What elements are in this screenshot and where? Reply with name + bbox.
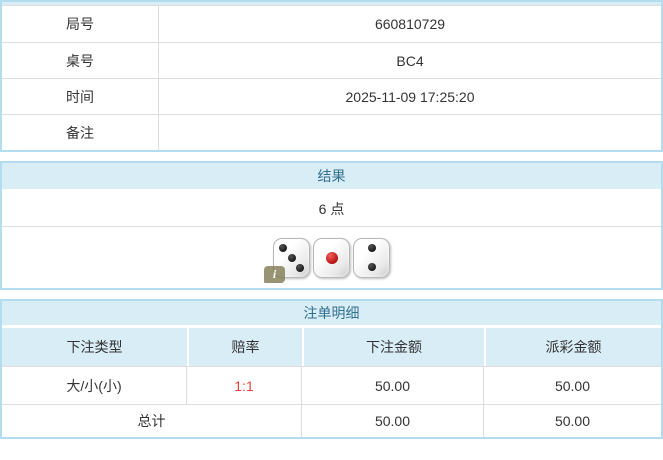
col-header-bet-type: 下注类型: [2, 328, 187, 366]
total-row: 总计 50.00 50.00: [2, 404, 661, 437]
remark-label: 备注: [2, 115, 159, 150]
col-header-odds: 赔率: [187, 328, 302, 366]
round-id-value: 660810729: [374, 16, 446, 32]
round-id-label: 局号: [2, 6, 159, 42]
time-label: 时间: [2, 79, 159, 114]
table-row: 桌号 BC4: [2, 42, 661, 78]
bet-odds-value: 1:1: [187, 367, 302, 404]
round-info-panel: 局号 660810729 桌号 BC4 时间 2025-11-09 17:25:…: [0, 0, 663, 152]
bet-section-title: 注单明细: [2, 301, 661, 328]
remark-value: [159, 115, 661, 150]
die-pip: [295, 264, 304, 273]
bet-header-row: 下注类型 赔率 下注金额 派彩金额: [2, 328, 661, 366]
die-2-value-1: [313, 237, 350, 278]
info-icon[interactable]: i: [264, 265, 285, 283]
dice-row: i: [2, 227, 661, 288]
col-header-bet-amount: 下注金额: [302, 328, 484, 366]
table-row: 时间 2025-11-09 17:25:20: [2, 78, 661, 114]
table-id-label: 桌号: [2, 43, 159, 78]
die-1-value-3: i: [264, 237, 310, 283]
die-3-value-2: [353, 237, 390, 278]
time-value: 2025-11-09 17:25:20: [345, 88, 475, 105]
result-section-title: 结果: [2, 163, 661, 192]
table-row: 局号 660810729: [2, 6, 661, 42]
table-row: 大/小(小) 1:1 50.00 50.00: [2, 366, 661, 404]
total-payout-amount: 50.00: [554, 413, 591, 429]
result-points: 6 点: [2, 192, 661, 227]
die-pip: [278, 244, 287, 252]
payout-amount-value: 50.00: [554, 377, 591, 394]
die-pip-red: [325, 252, 338, 265]
bet-amount-value: 50.00: [302, 367, 484, 404]
col-header-payout-amount: 派彩金额: [484, 328, 661, 366]
cutoff-title-strip: [2, 2, 661, 6]
total-label: 总计: [2, 405, 302, 437]
table-row: 备注: [2, 114, 661, 150]
die-pip: [287, 254, 296, 263]
die-pip: [367, 263, 376, 272]
bet-type-value: 大/小(小): [2, 367, 187, 404]
table-id-value: BC4: [396, 52, 424, 69]
total-bet-amount: 50.00: [302, 405, 484, 437]
dice-strip: i: [264, 237, 390, 283]
game-result-page: 局号 660810729 桌号 BC4 时间 2025-11-09 17:25:…: [0, 0, 663, 439]
result-panel: 结果 6 点 i: [0, 161, 663, 290]
die-pip: [367, 244, 376, 253]
bet-details-panel: 注单明细 下注类型 赔率 下注金额 派彩金额 大/小(小) 1:1 50.00 …: [0, 299, 663, 439]
